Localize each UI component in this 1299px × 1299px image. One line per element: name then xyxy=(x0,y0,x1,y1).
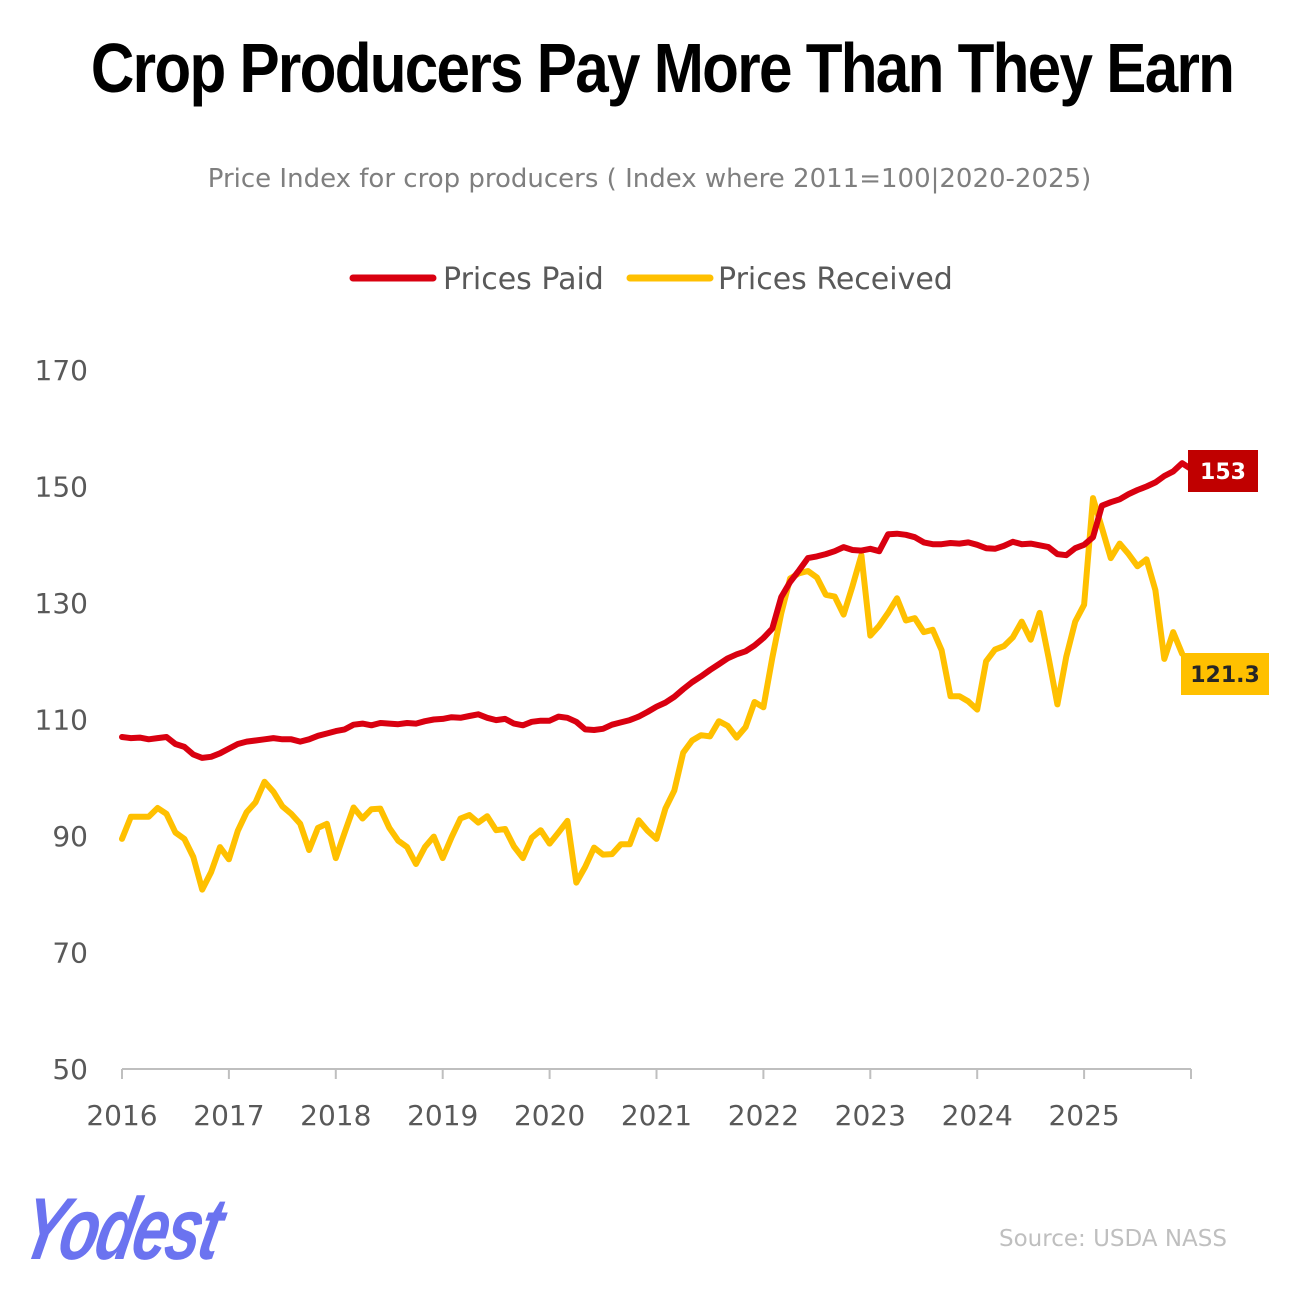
yodest-logo: Yodest xyxy=(13,1179,231,1278)
x-tick-label: 2016 xyxy=(86,1099,157,1132)
y-tick-label: 150 xyxy=(35,471,88,504)
series-line-prices-received xyxy=(119,495,1186,893)
series-layer xyxy=(119,460,1203,893)
x-tick-label: 2022 xyxy=(728,1099,799,1132)
y-tick-label: 70 xyxy=(52,937,88,970)
x-axis: 2016 2017 2018 2019 2020 2021 2022 2023 2024 2025 xyxy=(86,1068,1192,1132)
legend-label: Prices Received xyxy=(718,262,953,297)
chart-subtitle: Price Index for crop producers ( Index w… xyxy=(207,164,1092,194)
x-tick-label: 2024 xyxy=(942,1099,1013,1132)
y-tick-label: 90 xyxy=(52,820,88,853)
y-axis: 50 70 90 110 130 150 170 xyxy=(35,354,88,1086)
x-tick-label: 2019 xyxy=(407,1099,478,1132)
end-label-text: 153 xyxy=(1200,460,1246,485)
end-labels: 153 121.3 xyxy=(1181,450,1269,695)
series-line-prices-paid xyxy=(119,460,1203,761)
y-tick-label: 170 xyxy=(35,354,88,387)
chart-title: Crop Producers Pay More Than They Earn xyxy=(90,29,1235,107)
x-tick-label: 2023 xyxy=(835,1099,906,1132)
y-tick-label: 50 xyxy=(52,1053,88,1086)
x-tick-label: 2025 xyxy=(1048,1099,1119,1132)
x-tick-label: 2021 xyxy=(621,1099,692,1132)
source-note: Source: USDA NASS xyxy=(999,1226,1227,1252)
x-tick-label: 2018 xyxy=(300,1099,371,1132)
x-tick-label: 2020 xyxy=(514,1099,585,1132)
end-label-box xyxy=(1188,450,1258,492)
y-tick-label: 130 xyxy=(35,587,88,620)
legend: Prices Paid Prices Received xyxy=(349,262,953,297)
y-tick-label: 110 xyxy=(35,704,88,737)
end-label-box xyxy=(1181,653,1269,695)
end-label-prices-paid: 153 xyxy=(1188,450,1258,492)
end-label-prices-received: 121.3 xyxy=(1181,653,1269,695)
x-tick-label: 2017 xyxy=(193,1099,264,1132)
end-label-text: 121.3 xyxy=(1190,663,1260,688)
legend-label: Prices Paid xyxy=(443,262,604,297)
